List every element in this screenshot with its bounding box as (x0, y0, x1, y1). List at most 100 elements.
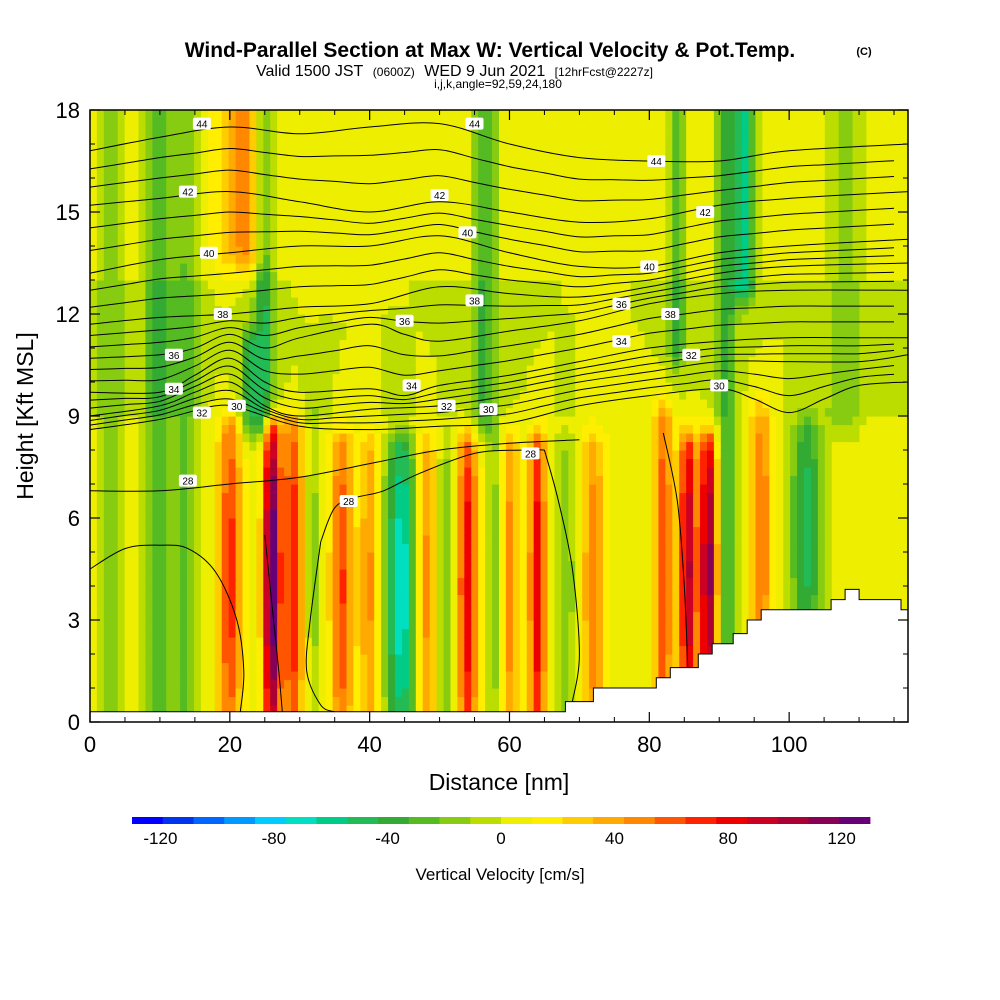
field-cell (332, 637, 341, 647)
field-cell (478, 594, 486, 604)
field-cell (450, 263, 458, 273)
field-cell (131, 178, 140, 188)
field-cell (96, 135, 105, 145)
field-cell (221, 127, 230, 137)
field-cell (249, 212, 257, 222)
field-cell (519, 492, 528, 502)
field-cell (249, 526, 257, 536)
field-cell (457, 569, 465, 579)
field-cell (519, 356, 528, 366)
field-cell (471, 654, 479, 664)
field-cell (561, 637, 569, 647)
field-cell (464, 543, 472, 553)
field-cell (228, 467, 237, 477)
field-cell (249, 110, 257, 120)
field-cell (131, 186, 140, 196)
field-cell (443, 322, 452, 332)
field-cell (193, 535, 202, 545)
field-cell (291, 458, 299, 468)
field-cell (492, 620, 500, 630)
field-cell (429, 127, 438, 137)
field-cell (207, 212, 216, 222)
field-cell (90, 492, 98, 502)
field-cell (311, 246, 320, 256)
field-cell (554, 254, 562, 264)
field-cell (332, 220, 341, 230)
field-cell (249, 594, 257, 604)
field-cell (325, 382, 334, 392)
field-cell (221, 586, 230, 596)
field-cell (395, 560, 403, 570)
field-cell (443, 297, 452, 307)
field-cell (526, 382, 535, 392)
field-cell (401, 305, 410, 315)
field-cell (291, 280, 299, 290)
field-cell (519, 424, 528, 434)
field-cell (367, 628, 375, 638)
field-cell (485, 152, 493, 162)
field-cell (304, 450, 313, 460)
field-cell (436, 237, 445, 247)
field-cell (415, 441, 424, 451)
field-cell (166, 161, 174, 171)
field-cell (450, 297, 458, 307)
field-cell (221, 161, 230, 171)
field-cell (166, 501, 174, 511)
field-cell (131, 475, 140, 485)
field-cell (291, 518, 299, 528)
field-cell (325, 654, 334, 664)
field-cell (533, 246, 542, 256)
field-cell (263, 458, 271, 468)
field-cell (519, 254, 528, 264)
field-cell (110, 705, 119, 715)
field-cell (401, 433, 410, 443)
field-cell (311, 628, 320, 638)
field-cell (159, 424, 167, 434)
field-cell (207, 458, 216, 468)
field-cell (270, 518, 278, 528)
field-cell (492, 654, 500, 664)
field-cell (277, 577, 285, 587)
field-cell (395, 450, 403, 460)
field-cell (353, 229, 361, 239)
field-cell (339, 509, 348, 519)
field-cell (263, 611, 271, 621)
field-cell (499, 688, 507, 698)
field-cell (499, 169, 507, 179)
field-cell (221, 654, 230, 664)
field-cell (318, 628, 327, 638)
field-cell (533, 671, 542, 681)
field-cell (360, 450, 368, 460)
field-cell (471, 679, 479, 689)
field-cell (166, 569, 174, 579)
field-cell (339, 331, 348, 341)
field-cell (124, 586, 133, 596)
field-cell (193, 424, 202, 434)
field-cell (360, 254, 368, 264)
field-cell (533, 118, 542, 128)
field-cell (499, 254, 507, 264)
field-cell (464, 603, 472, 613)
field-cell (256, 263, 264, 273)
field-cell (110, 569, 119, 579)
field-cell (325, 135, 334, 145)
field-cell (540, 458, 549, 468)
field-cell (457, 424, 465, 434)
field-cell (145, 688, 153, 698)
field-cell (152, 475, 160, 485)
field-cell (124, 246, 133, 256)
field-cell (561, 118, 569, 128)
field-cell (159, 450, 167, 460)
field-cell (311, 288, 320, 298)
field-cell (374, 322, 382, 332)
field-cell (311, 620, 320, 630)
field-cell (187, 577, 195, 587)
field-cell (353, 348, 361, 358)
field-cell (291, 288, 299, 298)
field-cell (235, 671, 244, 681)
field-cell (408, 535, 417, 545)
field-cell (256, 144, 264, 154)
field-cell (388, 458, 396, 468)
field-cell (228, 314, 237, 324)
field-cell (124, 186, 133, 196)
